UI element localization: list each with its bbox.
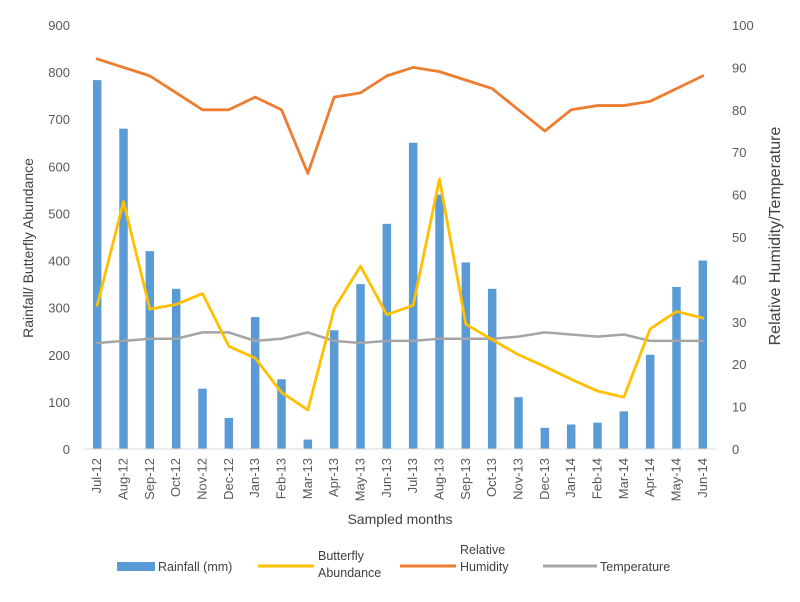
legend-label-humidity: Relative Humidity — [460, 543, 509, 574]
y2-tick-label: 30 — [732, 315, 746, 330]
line-relative-humidity — [95, 57, 705, 175]
x-tick-label-apr-13: Apr-13 — [326, 458, 341, 497]
x-tick-label-dec-13: Dec-13 — [537, 458, 552, 500]
x-tick-label-jul-13: Jul-13 — [405, 458, 420, 493]
rainfall-bars — [92, 80, 708, 450]
legend-item-rainfall: Rainfall (mm) — [117, 560, 232, 574]
y2-tick-label: 50 — [732, 230, 746, 245]
x-tick-label-jan-14: Jan-14 — [563, 458, 578, 498]
x-tick-label-aug-13: Aug-13 — [432, 458, 447, 500]
bar-rainfall-mm-jun-13 — [382, 223, 392, 449]
y-tick-label: 500 — [48, 206, 70, 221]
legend-label-butterfly-line2: Abundance — [318, 566, 381, 580]
bar-rainfall-mm-dec-13 — [540, 427, 550, 449]
x-axis-ticks: Jul-12 Aug-12 Sep-12 Oct-12 Nov-12 Dec-12 Jan-… — [89, 458, 710, 501]
bar-rainfall-mm-dec-12 — [224, 417, 234, 449]
legend-item-humidity: Relative Humidity — [400, 543, 509, 574]
bar-rainfall-mm-mar-14 — [619, 411, 629, 449]
bar-rainfall-mm-may-13 — [356, 284, 365, 449]
bar-rainfall-mm-jul-13 — [408, 142, 418, 449]
line-temperature — [95, 331, 705, 345]
bar-rainfall-mm-mar-13 — [303, 439, 313, 449]
bar-rainfall-mm-may-14 — [672, 286, 681, 449]
legend-item-temperature: Temperature — [543, 560, 670, 574]
y2-tick-label: 40 — [732, 272, 746, 287]
x-tick-label-jul-12: Jul-12 — [89, 458, 104, 493]
y2-tick-label: 90 — [732, 60, 746, 75]
x-tick-label-apr-14: Apr-14 — [642, 458, 657, 497]
y2-tick-label: 70 — [732, 145, 746, 160]
legend-label-butterfly: Butterfly Abundance — [318, 549, 381, 580]
bar-rainfall-mm-nov-12 — [198, 388, 207, 449]
legend-label-butterfly-line1: Butterfly — [318, 549, 365, 563]
bar-rainfall-mm-oct-12 — [171, 288, 181, 449]
bar-rainfall-mm-sep-13 — [461, 262, 471, 449]
y-axis-left-ticks: 0 100 200 300 400 500 600 700 800 900 — [48, 18, 70, 457]
y-axis-left-title: Rainfall/ Butterfly Abundance — [20, 158, 36, 338]
y2-tick-label: 60 — [732, 188, 746, 203]
y-tick-label: 600 — [48, 159, 70, 174]
legend-item-butterfly: Butterfly Abundance — [258, 549, 381, 580]
x-tick-label-nov-12: Nov-12 — [195, 458, 210, 500]
x-tick-label-may-14: May-14 — [669, 458, 684, 501]
bar-rainfall-mm-aug-12 — [119, 128, 128, 449]
x-tick-label-jun-14: Jun-14 — [695, 458, 710, 498]
y2-tick-label: 10 — [732, 400, 746, 415]
legend-label-humidity-line1: Relative — [460, 543, 505, 557]
series-lines — [95, 57, 705, 412]
y-tick-label: 700 — [48, 112, 70, 127]
bar-rainfall-mm-aug-13 — [435, 194, 444, 449]
bar-rainfall-mm-oct-13 — [487, 288, 497, 449]
y2-tick-label: 0 — [732, 442, 739, 457]
bar-rainfall-mm-feb-13 — [277, 379, 286, 449]
x-axis-title: Sampled months — [347, 511, 452, 527]
x-tick-label-jun-13: Jun-13 — [379, 458, 394, 498]
legend-label-temperature: Temperature — [600, 560, 670, 574]
bar-rainfall-mm-nov-13 — [514, 397, 523, 449]
line-butterfly-abundance — [95, 177, 705, 412]
bar-rainfall-mm-jan-14 — [566, 424, 576, 449]
y2-tick-label: 100 — [732, 18, 754, 33]
y-tick-label: 200 — [48, 348, 70, 363]
x-tick-label-oct-13: Oct-13 — [484, 458, 499, 497]
x-tick-label-nov-13: Nov-13 — [511, 458, 526, 500]
x-tick-label-oct-12: Oct-12 — [168, 458, 183, 497]
y-tick-label: 0 — [63, 442, 70, 457]
y2-tick-label: 80 — [732, 103, 746, 118]
legend: Rainfall (mm) Butterfly Abundance Relati… — [117, 543, 670, 580]
x-tick-label-aug-12: Aug-12 — [116, 458, 131, 500]
legend-label-humidity-line2: Humidity — [460, 560, 509, 574]
bar-rainfall-mm-feb-14 — [593, 422, 602, 449]
bar-rainfall-mm-sep-12 — [145, 251, 155, 449]
bar-rainfall-mm-jan-13 — [250, 317, 260, 449]
legend-label-rainfall: Rainfall (mm) — [158, 560, 232, 574]
x-tick-label-sep-12: Sep-12 — [142, 458, 157, 500]
y-tick-label: 900 — [48, 18, 70, 33]
x-tick-label-sep-13: Sep-13 — [458, 458, 473, 500]
x-tick-label-may-13: May-13 — [353, 458, 368, 501]
x-tick-label-mar-13: Mar-13 — [300, 458, 315, 499]
y2-tick-label: 20 — [732, 357, 746, 372]
bar-rainfall-mm-jun-14 — [698, 260, 708, 449]
y-tick-label: 800 — [48, 65, 70, 80]
x-tick-label-jan-13: Jan-13 — [247, 458, 262, 498]
bar-rainfall-mm-jul-12 — [92, 80, 102, 450]
bar-rainfall-mm-apr-14 — [645, 354, 655, 449]
x-tick-label-mar-14: Mar-14 — [616, 458, 631, 499]
y-tick-label: 400 — [48, 254, 70, 269]
y-tick-label: 300 — [48, 301, 70, 316]
x-tick-label-feb-13: Feb-13 — [274, 458, 289, 499]
x-tick-label-dec-12: Dec-12 — [221, 458, 236, 500]
bar-rainfall-mm-apr-13 — [329, 330, 339, 449]
y-axis-right-ticks: 0 10 20 30 40 50 60 70 80 90 100 — [732, 18, 754, 457]
y-tick-label: 100 — [48, 395, 70, 410]
x-tick-label-feb-14: Feb-14 — [590, 458, 605, 499]
y-axis-right-title: Relative Humidity/Temperature — [767, 127, 784, 346]
legend-marker-rainfall — [117, 562, 155, 571]
